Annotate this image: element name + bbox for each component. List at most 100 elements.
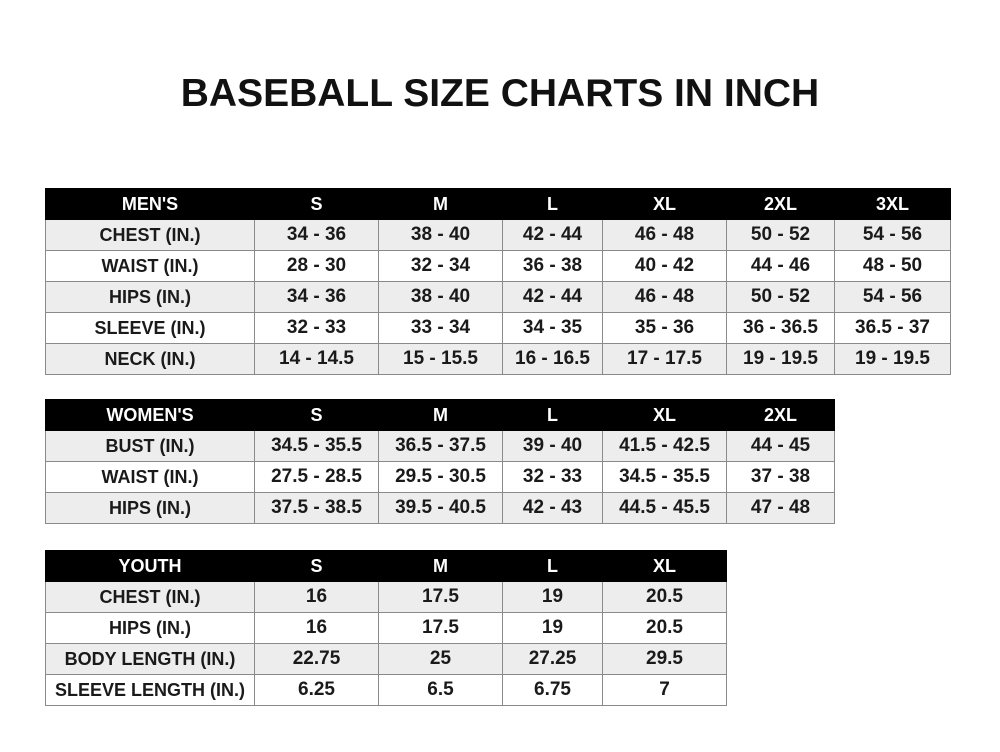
size-value: 34 - 35	[502, 312, 603, 344]
measurement-label: WAIST (IN.)	[45, 461, 255, 493]
size-value: 42 - 44	[502, 219, 603, 251]
size-value: 35 - 36	[602, 312, 727, 344]
size-value: 36 - 36.5	[726, 312, 835, 344]
size-header: 2XL	[726, 399, 835, 431]
table-row: CHEST (IN.) 34 - 36 38 - 40 42 - 44 46 - 48 5…	[45, 219, 951, 251]
measurement-label: NECK (IN.)	[45, 343, 255, 375]
size-header: M	[378, 399, 503, 431]
table-row: NECK (IN.) 14 - 14.5 15 - 15.5 16 - 16.5 17 …	[45, 343, 951, 375]
table-row: WAIST (IN.) 28 - 30 32 - 34 36 - 38 40 - 42 4…	[45, 250, 951, 282]
size-value: 34 - 36	[254, 281, 379, 313]
table-row: BUST (IN.) 34.5 - 35.5 36.5 - 37.5 39 - 40 4…	[45, 430, 835, 462]
size-value: 19	[502, 581, 603, 613]
size-value: 20.5	[602, 581, 727, 613]
measurement-label: CHEST (IN.)	[45, 219, 255, 251]
size-value: 6.75	[502, 674, 603, 706]
header-row: YOUTH S M L XL	[45, 550, 727, 582]
table-row: SLEEVE LENGTH (IN.) 6.25 6.5 6.75 7	[45, 674, 727, 706]
size-value: 16 - 16.5	[502, 343, 603, 375]
size-value: 19 - 19.5	[726, 343, 835, 375]
table-row: HIPS (IN.) 16 17.5 19 20.5	[45, 612, 727, 644]
size-value: 46 - 48	[602, 281, 727, 313]
size-header: S	[254, 399, 379, 431]
size-header: 2XL	[726, 188, 835, 220]
size-value: 37 - 38	[726, 461, 835, 493]
size-header: XL	[602, 399, 727, 431]
measurement-label: SLEEVE LENGTH (IN.)	[45, 674, 255, 706]
size-value: 6.25	[254, 674, 379, 706]
womens-size-table: WOMEN'S S M L XL 2XL BUST (IN.) 34.5 - 35.5 36.5…	[45, 399, 835, 524]
size-value: 41.5 - 42.5	[602, 430, 727, 462]
size-value: 48 - 50	[834, 250, 951, 282]
size-value: 19 - 19.5	[834, 343, 951, 375]
header-row: MEN'S S M L XL 2XL 3XL	[45, 188, 951, 220]
size-value: 29.5 - 30.5	[378, 461, 503, 493]
size-value: 42 - 43	[502, 492, 603, 524]
table-row: HIPS (IN.) 37.5 - 38.5 39.5 - 40.5 42 - 43 4…	[45, 492, 835, 524]
size-header: L	[502, 550, 603, 582]
size-value: 36 - 38	[502, 250, 603, 282]
category-header: WOMEN'S	[45, 399, 255, 431]
size-value: 32 - 33	[502, 461, 603, 493]
size-value: 33 - 34	[378, 312, 503, 344]
category-header: MEN'S	[45, 188, 255, 220]
measurement-label: BODY LENGTH (IN.)	[45, 643, 255, 675]
size-header: S	[254, 550, 379, 582]
table-row: WAIST (IN.) 27.5 - 28.5 29.5 - 30.5 32 - 33…	[45, 461, 835, 493]
size-value: 44.5 - 45.5	[602, 492, 727, 524]
size-value: 34.5 - 35.5	[602, 461, 727, 493]
size-header: 3XL	[834, 188, 951, 220]
size-value: 36.5 - 37.5	[378, 430, 503, 462]
size-value: 6.5	[378, 674, 503, 706]
size-value: 38 - 40	[378, 219, 503, 251]
size-header: M	[378, 188, 503, 220]
table-row: SLEEVE (IN.) 32 - 33 33 - 34 34 - 35 35 - 36…	[45, 312, 951, 344]
size-value: 44 - 46	[726, 250, 835, 282]
measurement-label: CHEST (IN.)	[45, 581, 255, 613]
size-value: 34.5 - 35.5	[254, 430, 379, 462]
measurement-label: HIPS (IN.)	[45, 281, 255, 313]
measurement-label: HIPS (IN.)	[45, 492, 255, 524]
size-value: 20.5	[602, 612, 727, 644]
size-header: XL	[602, 550, 727, 582]
size-value: 22.75	[254, 643, 379, 675]
size-value: 38 - 40	[378, 281, 503, 313]
size-header: L	[502, 399, 603, 431]
size-value: 28 - 30	[254, 250, 379, 282]
size-value: 50 - 52	[726, 281, 835, 313]
size-header: S	[254, 188, 379, 220]
size-value: 54 - 56	[834, 219, 951, 251]
size-value: 37.5 - 38.5	[254, 492, 379, 524]
size-header: M	[378, 550, 503, 582]
measurement-label: HIPS (IN.)	[45, 612, 255, 644]
size-header: XL	[602, 188, 727, 220]
size-value: 34 - 36	[254, 219, 379, 251]
size-value: 16	[254, 612, 379, 644]
size-value: 19	[502, 612, 603, 644]
measurement-label: WAIST (IN.)	[45, 250, 255, 282]
size-value: 46 - 48	[602, 219, 727, 251]
mens-size-table: MEN'S S M L XL 2XL 3XL CHEST (IN.) 34 - 36 38 - 4…	[45, 188, 951, 375]
size-value: 7	[602, 674, 727, 706]
table-row: HIPS (IN.) 34 - 36 38 - 40 42 - 44 46 - 48 50…	[45, 281, 951, 313]
size-value: 44 - 45	[726, 430, 835, 462]
size-value: 17 - 17.5	[602, 343, 727, 375]
size-value: 47 - 48	[726, 492, 835, 524]
table-row: CHEST (IN.) 16 17.5 19 20.5	[45, 581, 727, 613]
size-value: 27.25	[502, 643, 603, 675]
size-value: 32 - 33	[254, 312, 379, 344]
size-value: 17.5	[378, 581, 503, 613]
measurement-label: BUST (IN.)	[45, 430, 255, 462]
header-row: WOMEN'S S M L XL 2XL	[45, 399, 835, 431]
size-value: 14 - 14.5	[254, 343, 379, 375]
size-value: 29.5	[602, 643, 727, 675]
size-value: 39.5 - 40.5	[378, 492, 503, 524]
size-value: 54 - 56	[834, 281, 951, 313]
size-value: 27.5 - 28.5	[254, 461, 379, 493]
size-value: 40 - 42	[602, 250, 727, 282]
size-value: 36.5 - 37	[834, 312, 951, 344]
size-value: 42 - 44	[502, 281, 603, 313]
size-value: 32 - 34	[378, 250, 503, 282]
size-value: 50 - 52	[726, 219, 835, 251]
category-header: YOUTH	[45, 550, 255, 582]
